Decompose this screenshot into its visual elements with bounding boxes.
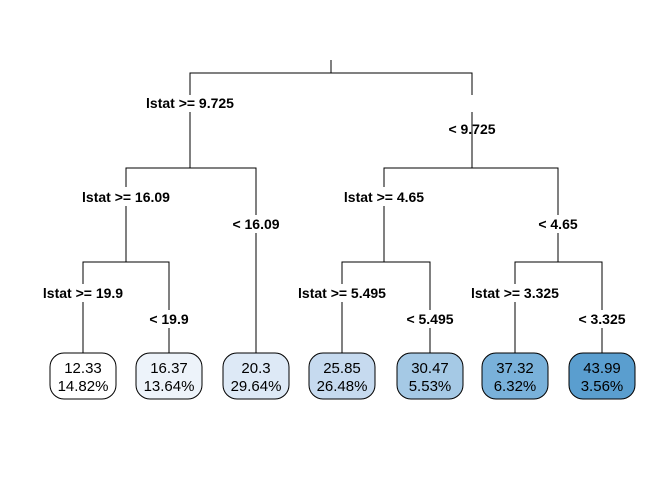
leaf-value: 25.85 (323, 360, 361, 377)
leaf-percent: 26.48% (317, 378, 368, 395)
root-right-label: < 9.725 (448, 121, 495, 137)
leaf-percent: 13.64% (144, 378, 195, 395)
leaf-value: 37.32 (496, 360, 534, 377)
right-node-left-label: lstat >= 4.65 (344, 189, 424, 205)
leaf-value: 30.47 (411, 360, 449, 377)
root-split-edge (190, 73, 472, 95)
left-left-node-left-label: lstat >= 19.9 (43, 285, 123, 301)
right-right-node-left-label: lstat >= 3.325 (471, 285, 559, 301)
root-left-label: lstat >= 9.725 (146, 95, 234, 111)
right-node-right-label: < 4.65 (538, 216, 578, 232)
leaf-node-7: 43.993.56% (569, 353, 635, 399)
leaf-value: 20.3 (241, 360, 270, 377)
split-labels: lstat >= 9.725 < 9.725 lstat >= 16.09 < … (43, 95, 626, 327)
leaf-value: 12.33 (64, 360, 102, 377)
leaf-percent: 14.82% (58, 378, 109, 395)
leaf-percent: 3.56% (581, 378, 624, 395)
leaf-node-6: 37.326.32% (482, 353, 548, 399)
leaf-value: 16.37 (150, 360, 188, 377)
right-left-node-right-label: < 5.495 (406, 311, 453, 327)
leaf-percent: 29.64% (231, 378, 282, 395)
left-node-left-label: lstat >= 16.09 (82, 189, 170, 205)
leaf-percent: 5.53% (409, 378, 452, 395)
leaf-percent: 6.32% (494, 378, 537, 395)
right-right-node-right-label: < 3.325 (578, 311, 625, 327)
leaf-node-5: 30.475.53% (397, 353, 463, 399)
right-left-node-left-label: lstat >= 5.495 (298, 285, 386, 301)
leaf-node-3: 20.329.64% (223, 353, 289, 399)
leaf-value: 43.99 (583, 360, 621, 377)
left-node-right-label: < 16.09 (232, 216, 279, 232)
left-left-node-right-label: < 19.9 (149, 311, 189, 327)
